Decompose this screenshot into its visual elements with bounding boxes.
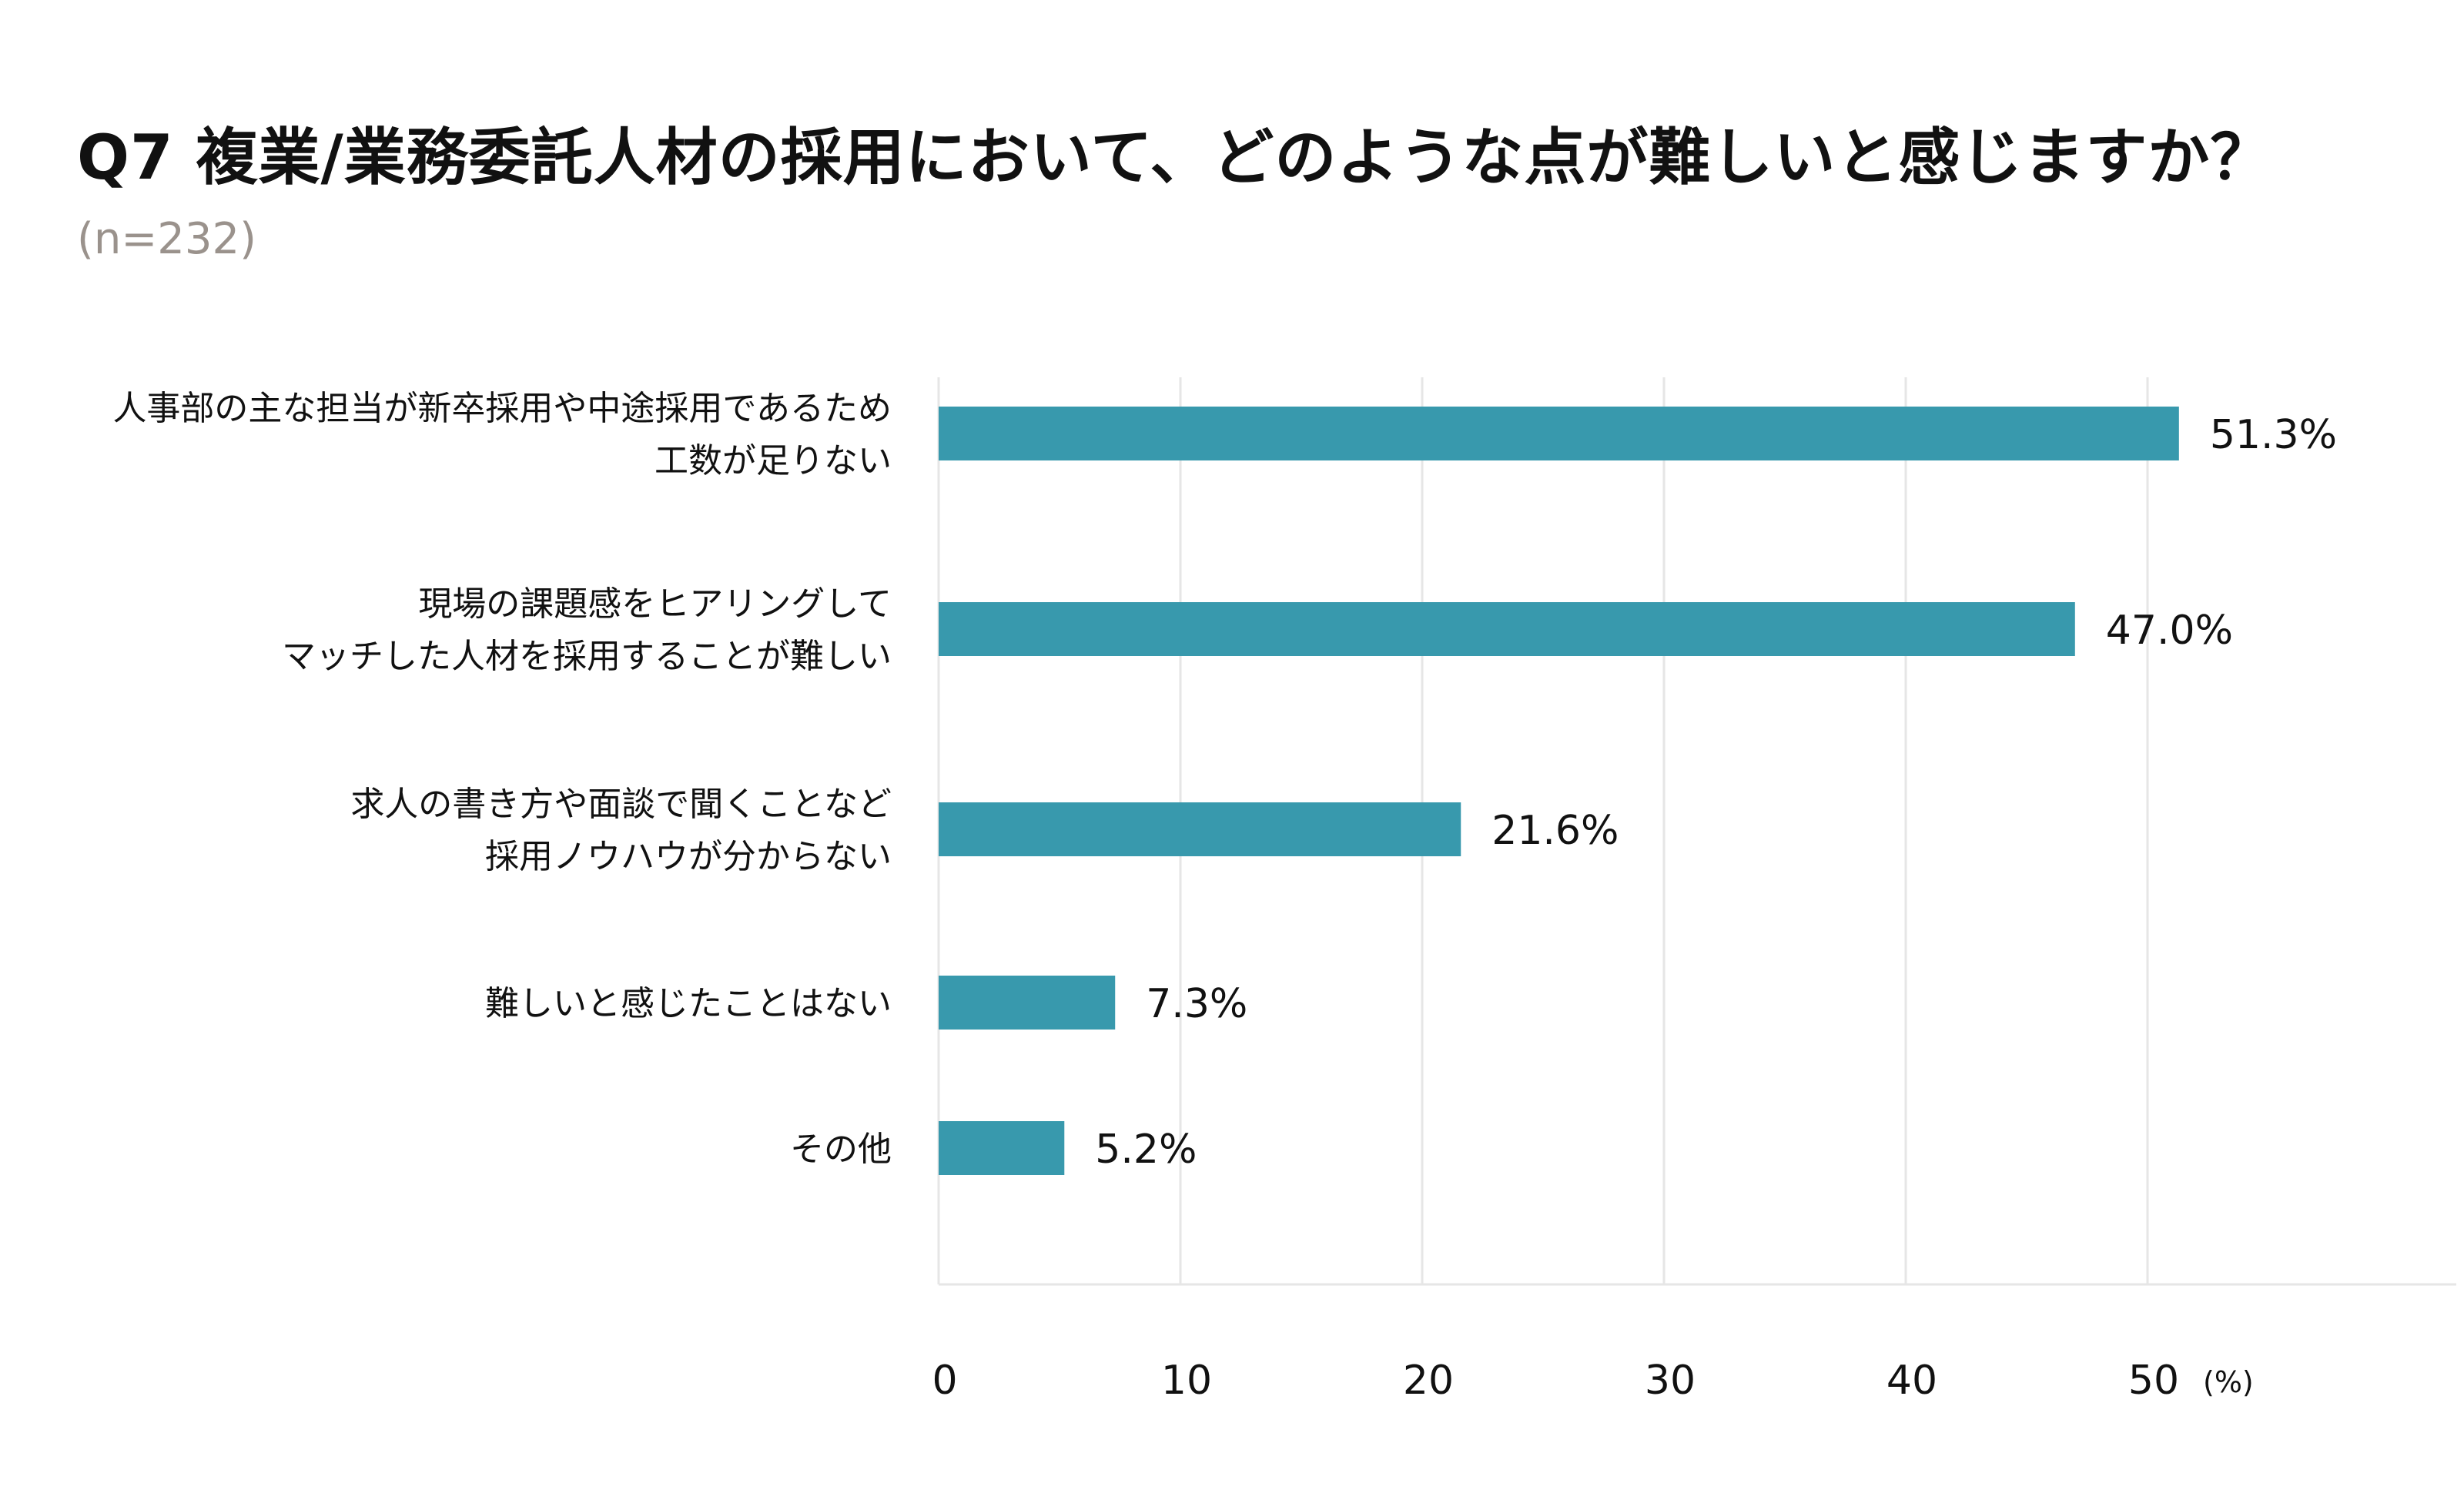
bar xyxy=(939,1121,1065,1175)
x-unit-label: (%) xyxy=(2203,1365,2254,1399)
category-label: 難しいと感じたことはない xyxy=(485,984,892,1023)
bar xyxy=(939,976,1116,1030)
category-label: 人事部の主な担当が新卒採用や中途採用であるため xyxy=(112,389,892,428)
category-label: マッチした人材を採用することが難しい xyxy=(282,637,892,676)
bar-value-label: 47.0% xyxy=(2106,608,2233,654)
category-label: その他 xyxy=(790,1130,892,1169)
x-tick-label: 10 xyxy=(1161,1358,1212,1404)
x-tick-label: 50 xyxy=(2128,1358,2179,1404)
category-label: 採用ノウハウが分からない xyxy=(485,837,892,876)
x-tick-label: 40 xyxy=(1886,1358,1937,1404)
sample-size-label: (n=232) xyxy=(77,214,256,264)
bar xyxy=(939,407,2179,460)
x-tick-label: 20 xyxy=(1403,1358,1454,1404)
category-label: 求人の書き方や面談で聞くことなど xyxy=(350,785,892,824)
category-label: 現場の課題感をヒアリングして xyxy=(418,584,892,624)
category-label: 工数が足りない xyxy=(654,441,892,480)
bar-value-label: 21.6% xyxy=(1491,808,1619,854)
x-tick-label: 30 xyxy=(1645,1358,1696,1404)
bar-value-label: 5.2% xyxy=(1095,1127,1197,1173)
bar xyxy=(939,802,1461,856)
bar-value-label: 51.3% xyxy=(2210,412,2337,458)
bar-value-label: 7.3% xyxy=(1146,981,1247,1027)
chart-title: Q7 複業/業務委託人材の採用において、どのような点が難しいと感じますか？ xyxy=(77,122,2273,193)
bar xyxy=(939,602,2075,656)
x-tick-label: 0 xyxy=(932,1358,957,1404)
